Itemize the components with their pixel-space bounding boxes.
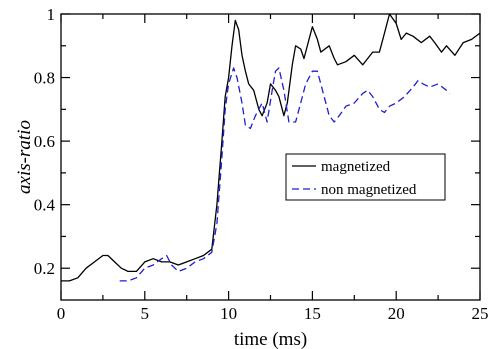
x-tick-label: 10 bbox=[220, 304, 237, 323]
ticks-layer bbox=[60, 13, 481, 300]
x-tick-label: 20 bbox=[388, 304, 405, 323]
x-axis-title: time (ms) bbox=[234, 329, 307, 349]
x-tick-label: 0 bbox=[57, 304, 66, 323]
x-tick-label: 25 bbox=[472, 304, 489, 323]
y-axis-title: axis-ratio bbox=[14, 120, 35, 194]
legend-box bbox=[285, 153, 446, 201]
legend-label-non-magnetized: non magnetized bbox=[321, 182, 417, 198]
y-tick-label: 0.4 bbox=[34, 196, 56, 215]
legend-label-magnetized: magnetized bbox=[321, 159, 391, 175]
legend: magnetized non magnetized bbox=[285, 153, 446, 201]
y-tick-label: 1 bbox=[47, 5, 56, 24]
y-tick-label: 0.8 bbox=[34, 69, 55, 88]
y-tick-label: 0.2 bbox=[34, 259, 55, 278]
tick-labels: 0 5 10 15 20 25 0.2 0.4 0.6 0.8 1 bbox=[34, 5, 489, 323]
x-tick-label: 5 bbox=[141, 304, 150, 323]
x-tick-label: 15 bbox=[304, 304, 321, 323]
series-layer bbox=[61, 13, 481, 282]
series-line-0 bbox=[61, 13, 481, 282]
y-tick-label: 0.6 bbox=[34, 132, 55, 151]
